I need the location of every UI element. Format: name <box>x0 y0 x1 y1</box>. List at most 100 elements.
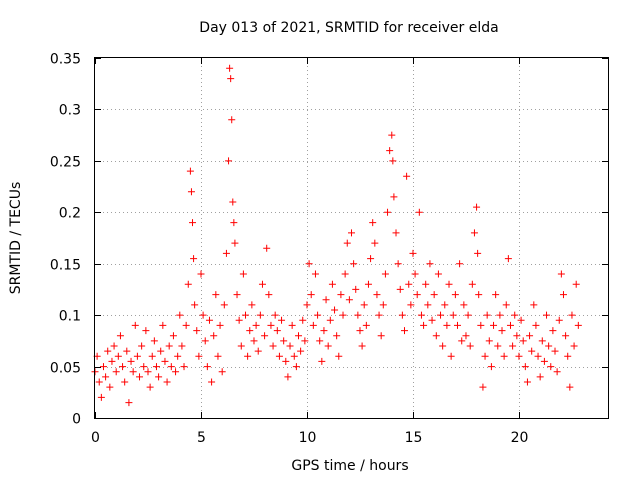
data-point <box>150 337 158 345</box>
data-point <box>163 378 171 386</box>
y-tick-label: 0 <box>72 412 81 428</box>
data-point <box>146 383 154 391</box>
data-point <box>205 316 213 324</box>
data-point <box>377 332 385 340</box>
data-point <box>515 352 523 360</box>
data-point <box>269 342 277 350</box>
data-point <box>409 249 417 257</box>
data-point <box>144 368 152 376</box>
data-point <box>509 342 517 350</box>
data-point <box>297 347 305 355</box>
data-point <box>420 321 428 329</box>
data-point <box>286 342 294 350</box>
data-point <box>152 363 160 371</box>
data-point <box>532 321 540 329</box>
data-point <box>119 363 127 371</box>
data-point <box>187 188 195 196</box>
data-point <box>290 352 298 360</box>
data-point <box>191 301 199 309</box>
data-point <box>254 347 262 355</box>
data-point <box>494 342 502 350</box>
data-point <box>314 311 322 319</box>
data-point <box>462 332 470 340</box>
data-point <box>190 255 198 263</box>
data-point <box>218 368 226 376</box>
data-point <box>210 332 218 340</box>
data-point <box>331 306 339 314</box>
data-point <box>538 337 546 345</box>
data-point <box>244 352 252 360</box>
data-point <box>267 321 275 329</box>
data-point <box>140 363 148 371</box>
data-point <box>193 327 201 335</box>
data-point <box>470 229 478 237</box>
data-point <box>500 352 508 360</box>
data-point <box>197 270 205 278</box>
data-point <box>216 321 224 329</box>
data-point <box>335 352 343 360</box>
data-point <box>388 131 396 139</box>
data-point <box>292 363 300 371</box>
data-point <box>481 352 489 360</box>
data-points <box>91 64 582 407</box>
data-point <box>174 352 182 360</box>
data-point <box>148 352 156 360</box>
data-point <box>237 342 245 350</box>
data-point <box>485 337 493 345</box>
data-point <box>400 327 408 335</box>
data-point <box>288 321 296 329</box>
y-tick-label: 0.05 <box>50 361 81 377</box>
data-point <box>492 291 500 299</box>
data-point <box>564 352 572 360</box>
data-point <box>456 260 464 268</box>
data-point <box>394 260 402 268</box>
data-point <box>479 383 487 391</box>
data-point <box>125 399 133 407</box>
data-point <box>415 208 423 216</box>
data-point <box>108 357 116 365</box>
y-tick-label: 0.35 <box>50 52 81 68</box>
data-point <box>441 301 449 309</box>
data-point <box>106 383 114 391</box>
data-point <box>159 321 167 329</box>
data-point <box>502 301 510 309</box>
data-point <box>176 311 184 319</box>
axis-ticks: 0 5 10 15 20 0 0.05 0.1 0.15 0.2 0.25 0.3 0.35 <box>50 52 608 446</box>
data-point <box>278 316 286 324</box>
data-point <box>169 332 177 340</box>
data-point <box>280 337 288 345</box>
data-point <box>95 378 103 386</box>
data-point <box>161 357 169 365</box>
data-point <box>284 373 292 381</box>
data-point <box>265 291 273 299</box>
data-point <box>545 342 553 350</box>
data-point <box>343 239 351 247</box>
data-point <box>189 219 197 227</box>
data-point <box>490 321 498 329</box>
data-point <box>326 316 334 324</box>
data-point <box>250 337 258 345</box>
chart-title: Day 013 of 2021, SRMTID for receiver eld… <box>199 20 498 36</box>
data-point <box>367 255 375 263</box>
data-point <box>528 347 536 355</box>
data-point <box>413 291 421 299</box>
y-tick-label: 0.25 <box>50 155 81 171</box>
data-point <box>248 301 256 309</box>
x-tick-label: 5 <box>197 430 206 446</box>
data-point <box>102 373 110 381</box>
data-point <box>129 368 137 376</box>
data-point <box>523 378 531 386</box>
data-point <box>114 352 122 360</box>
data-point <box>227 75 235 83</box>
data-point <box>381 270 389 278</box>
data-point <box>186 167 194 175</box>
data-point <box>345 296 353 304</box>
data-point <box>352 285 360 293</box>
data-point <box>299 316 307 324</box>
data-point <box>574 321 582 329</box>
data-point <box>354 311 362 319</box>
data-point <box>386 147 394 155</box>
data-point <box>230 219 238 227</box>
data-point <box>172 368 180 376</box>
